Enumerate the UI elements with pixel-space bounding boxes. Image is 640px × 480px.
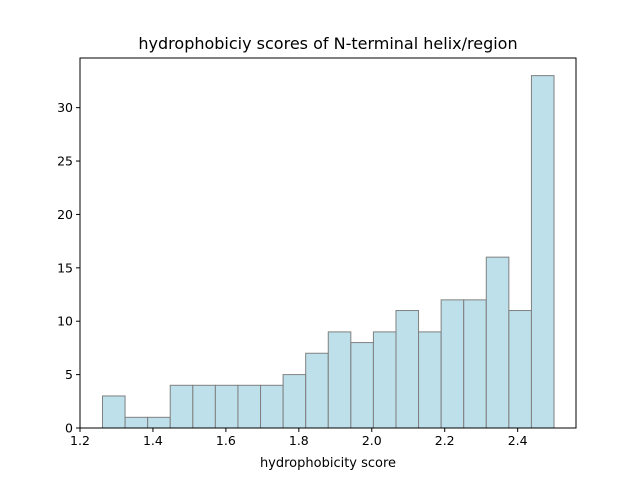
chart-title: hydrophobiciy scores of N-terminal helix… <box>138 34 517 53</box>
x-axis-label: hydrophobicity score <box>260 456 396 471</box>
y-tick-label: 10 <box>57 314 73 329</box>
histogram-bar <box>440 299 465 429</box>
y-tick-label: 20 <box>57 207 73 222</box>
histogram-bar <box>508 310 532 429</box>
x-tick-label: 2.4 <box>508 433 528 448</box>
histogram-bar <box>192 384 216 429</box>
x-tick-label: 2.0 <box>362 433 382 448</box>
histogram-bar <box>395 310 420 429</box>
histogram-bar <box>102 395 126 429</box>
y-tick-label: 0 <box>65 421 73 436</box>
x-tick-label: 1.2 <box>70 433 90 448</box>
histogram-bar <box>237 384 262 429</box>
histogram-bar <box>327 331 352 429</box>
histogram-bar <box>305 352 329 429</box>
histogram-bar <box>147 416 171 429</box>
histogram-bar <box>418 331 442 429</box>
y-tick-label: 30 <box>57 100 73 115</box>
x-tick-label: 1.8 <box>289 433 309 448</box>
histogram-bar <box>350 342 374 429</box>
y-tick-label: 15 <box>57 260 73 275</box>
y-tick-label: 5 <box>65 367 73 382</box>
histogram-bar <box>214 384 239 429</box>
histogram-bar <box>485 256 510 429</box>
x-tick-label: 1.4 <box>143 433 163 448</box>
x-tick-label: 1.6 <box>216 433 236 448</box>
histogram-bar <box>530 75 555 429</box>
plot-frame <box>79 57 577 429</box>
histogram-bar <box>169 384 194 429</box>
histogram-bar <box>372 331 397 429</box>
y-axis: 0 5 10 15 20 25 30 <box>57 100 80 436</box>
x-axis: 1.2 1.4 1.6 1.8 2.0 2.2 2.4 <box>70 428 528 448</box>
x-tick-label: 2.2 <box>435 433 455 448</box>
histogram-bar <box>124 416 149 429</box>
histogram-bar <box>282 374 307 429</box>
histogram-bar <box>260 384 284 429</box>
y-tick-label: 25 <box>57 154 73 169</box>
bars-group <box>102 75 555 429</box>
histogram-bar <box>463 299 487 429</box>
